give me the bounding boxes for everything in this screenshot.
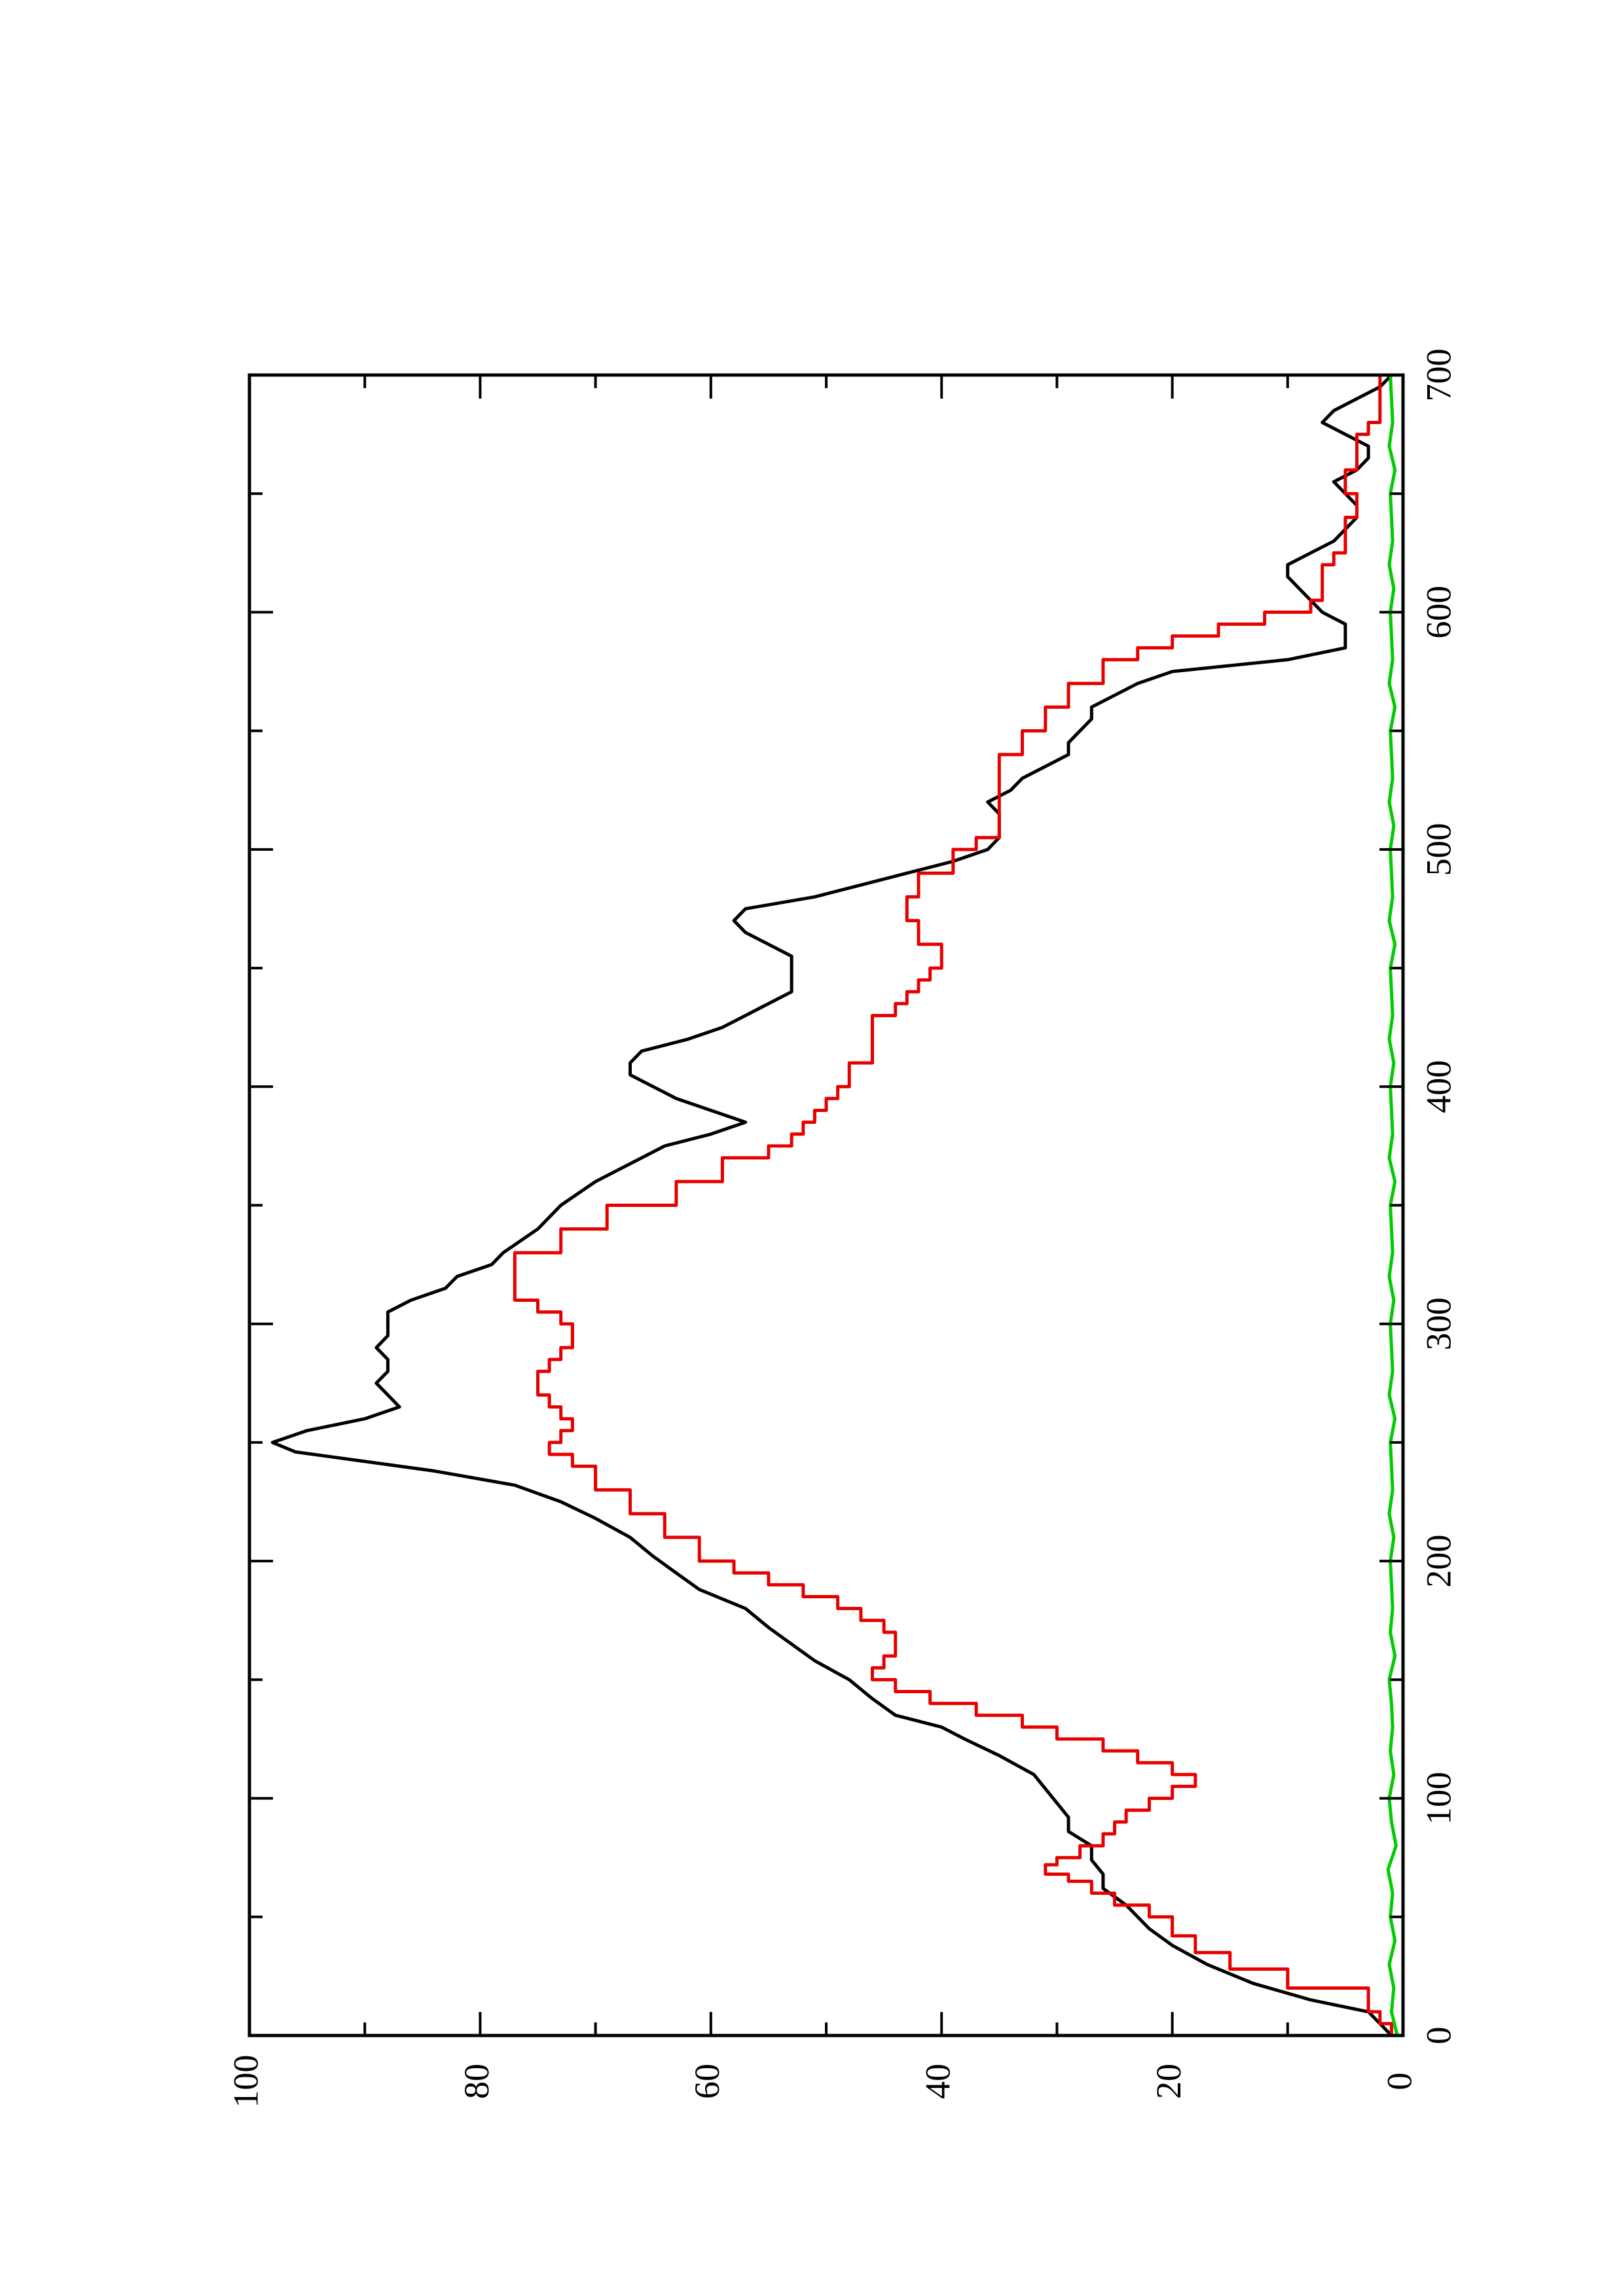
x-tick-label: 100	[1419, 1772, 1458, 1825]
series-line-1	[513, 373, 1393, 2037]
x-tick-label: 400	[1419, 1060, 1458, 1113]
x-tick-label: 0	[1419, 2027, 1458, 2045]
label-layer: 0 100 200 300 400 500 600 700 0 20 40 60 80 100	[226, 349, 1458, 2108]
y-tick-label: 0	[1379, 2073, 1419, 2090]
y-tick-label: 40	[919, 2064, 958, 2099]
x-tick-label: 300	[1419, 1297, 1458, 1350]
x-tick-label: 200	[1419, 1535, 1458, 1588]
x-tick-label: 600	[1419, 586, 1458, 639]
y-tick-label: 60	[687, 2064, 727, 2099]
x-tick-label: 700	[1419, 349, 1458, 402]
series-line-0	[270, 373, 1393, 2037]
y-tick-label: 20	[1149, 2064, 1188, 2099]
y-tick-label: 100	[226, 2055, 265, 2108]
plot-frame	[247, 373, 1405, 2037]
x-tick-label: 500	[1419, 823, 1458, 876]
y-tick-label: 80	[457, 2064, 496, 2099]
